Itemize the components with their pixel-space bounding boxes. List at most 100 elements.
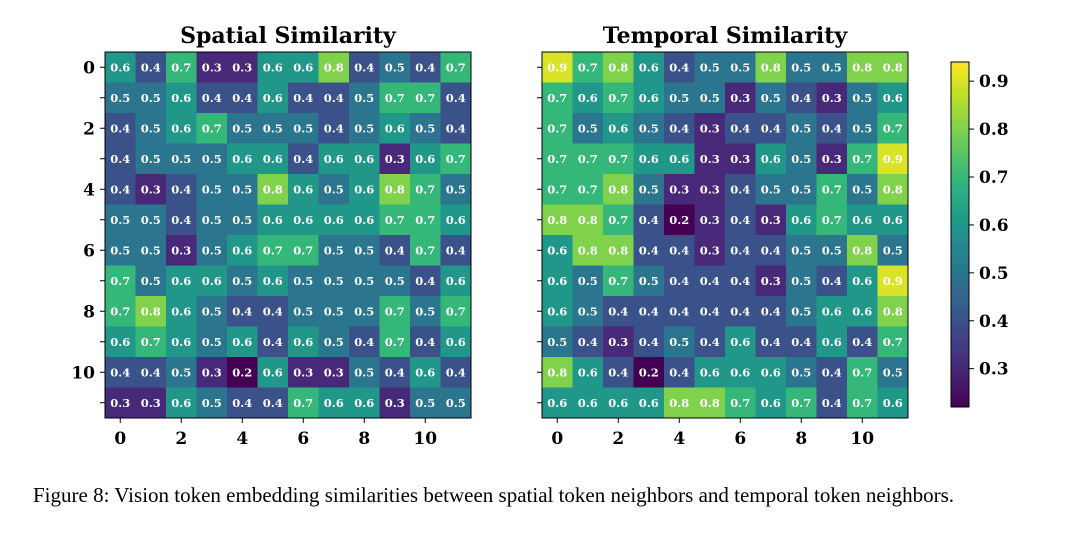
temporal-cell-label: 0.7 — [883, 335, 903, 349]
temporal-cell — [725, 143, 756, 175]
spatial-cell — [349, 265, 380, 297]
spatial-cell-label: 0.4 — [110, 182, 130, 196]
temporal-cell — [694, 204, 726, 236]
spatial-cell-label: 0.5 — [263, 121, 283, 135]
temporal-frame — [541, 51, 909, 419]
temporal-cell — [786, 174, 817, 205]
spatial-cell-label: 0.4 — [354, 335, 374, 349]
spatial-cell-label: 0.7 — [110, 304, 130, 318]
temporal-cell — [572, 357, 604, 388]
temporal-cell — [725, 82, 756, 114]
temporal-cell-label: 0.7 — [822, 213, 842, 227]
spatial-cell-label: 0.5 — [446, 396, 466, 410]
spatial-cell-label: 0.6 — [171, 91, 191, 105]
temporal-cell — [847, 326, 878, 358]
temporal-cell-label: 0.4 — [791, 335, 811, 349]
spatial-cell-label: 0.5 — [354, 365, 374, 379]
temporal-cell — [816, 113, 848, 144]
spatial-cell-label: 0.3 — [141, 182, 161, 196]
spatial-x-tick-label: 4 — [236, 429, 248, 449]
temporal-cell-label: 0.6 — [883, 396, 903, 410]
spatial-cell — [135, 296, 167, 327]
spatial-cell — [166, 235, 197, 266]
spatial-cell — [440, 143, 472, 175]
spatial-cell — [440, 296, 472, 327]
spatial-cell — [196, 113, 228, 144]
spatial-cell-label: 0.3 — [324, 365, 344, 379]
temporal-cell-label: 0.5 — [578, 274, 598, 288]
spatial-cell-label: 0.6 — [110, 335, 130, 349]
temporal-cell — [877, 174, 909, 205]
temporal-cell-label: 0.5 — [791, 121, 811, 135]
figure: Spatial Similarity Temporal Similarity 0… — [71, 23, 1009, 449]
spatial-cell-label: 0.7 — [293, 243, 313, 257]
temporal-cell-label: 0.7 — [852, 365, 872, 379]
temporal-cell-label: 0.4 — [730, 121, 750, 135]
spatial-cell — [135, 113, 167, 144]
temporal-cell — [664, 174, 695, 205]
spatial-cell — [227, 235, 258, 266]
temporal-cell — [847, 52, 878, 83]
spatial-cell-label: 0.7 — [385, 304, 405, 318]
temporal-cell-label: 0.6 — [852, 304, 872, 318]
spatial-cell-label: 0.6 — [171, 396, 191, 410]
temporal-cell — [633, 113, 665, 144]
temporal-x-tick-label: 10 — [850, 429, 874, 449]
temporal-cell-label: 0.6 — [730, 335, 750, 349]
temporal-cell — [664, 387, 695, 419]
temporal-cell — [786, 143, 817, 175]
spatial-cell — [135, 52, 167, 83]
temporal-cell-label: 0.6 — [761, 365, 781, 379]
spatial-cell — [379, 235, 411, 266]
temporal-cell-label: 0.7 — [608, 91, 628, 105]
spatial-cell-label: 0.4 — [354, 60, 374, 74]
temporal-cell-label: 0.4 — [639, 304, 659, 318]
spatial-cell — [379, 387, 411, 419]
spatial-cell — [196, 265, 228, 297]
spatial-cell-label: 0.7 — [415, 213, 435, 227]
spatial-cell — [105, 235, 136, 266]
temporal-cell-label: 0.7 — [578, 182, 598, 196]
temporal-cell-label: 0.5 — [761, 182, 781, 196]
temporal-cell-label: 0.8 — [852, 243, 872, 257]
temporal-cell-label: 0.4 — [822, 274, 842, 288]
temporal-cell-label: 0.5 — [578, 304, 598, 318]
spatial-cell-label: 0.5 — [354, 304, 374, 318]
spatial-cell-label: 0.5 — [324, 274, 344, 288]
temporal-cell-label: 0.5 — [669, 335, 689, 349]
temporal-cell — [572, 113, 604, 144]
spatial-cell-label: 0.4 — [263, 304, 283, 318]
temporal-cell-label: 0.6 — [700, 365, 720, 379]
temporal-cell — [755, 52, 787, 83]
temporal-cell — [542, 265, 573, 297]
colorbar-tick-label: 0.8 — [979, 120, 1009, 140]
temporal-cell-label: 0.5 — [883, 243, 903, 257]
spatial-cell-label: 0.5 — [110, 91, 130, 105]
spatial-cell-label: 0.4 — [293, 152, 313, 166]
temporal-cell-label: 0.6 — [578, 365, 598, 379]
spatial-cell — [288, 113, 319, 144]
spatial-cell — [257, 174, 289, 205]
temporal-cell — [877, 265, 909, 297]
temporal-cell-label: 0.5 — [730, 60, 750, 74]
temporal-cell — [816, 326, 848, 358]
spatial-cell — [196, 82, 228, 114]
spatial-cell-label: 0.7 — [385, 335, 405, 349]
spatial-cell — [135, 143, 167, 175]
temporal-cell — [603, 82, 634, 114]
spatial-cell-label: 0.6 — [171, 304, 191, 318]
temporal-cell — [847, 296, 878, 327]
temporal-cell-label: 0.3 — [608, 335, 628, 349]
spatial-cell-label: 0.7 — [446, 152, 466, 166]
temporal-cell-label: 0.8 — [883, 304, 903, 318]
spatial-cell-label: 0.5 — [232, 274, 252, 288]
spatial-cell — [288, 143, 319, 175]
temporal-cell — [877, 82, 909, 114]
temporal-cell-label: 0.8 — [700, 396, 720, 410]
figure-caption: Figure 8: Vision token embedding similar… — [33, 483, 955, 507]
spatial-cell — [440, 52, 472, 83]
temporal-cell — [786, 265, 817, 297]
spatial-cell — [440, 357, 472, 388]
spatial-cell — [410, 82, 441, 114]
temporal-cell-label: 0.6 — [547, 396, 567, 410]
